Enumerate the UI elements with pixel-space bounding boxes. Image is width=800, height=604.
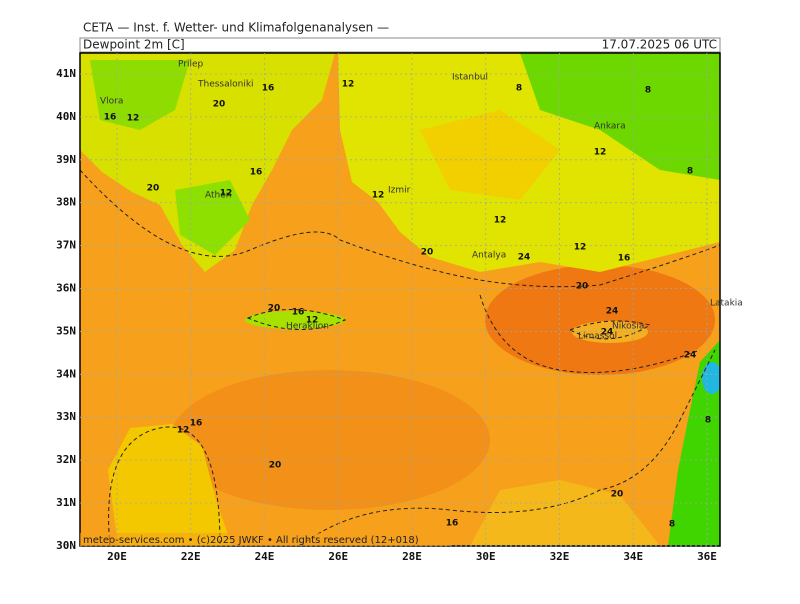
footer: meteo-services.com • (c)2025 JWKF • All … (83, 535, 419, 546)
contour-label: 24 (606, 307, 619, 317)
contour-label: 8 (645, 86, 651, 96)
place-label: Athen (205, 191, 231, 201)
nile-delta (470, 480, 660, 546)
contour-label: 20 (268, 304, 281, 314)
contour-label: 20 (269, 461, 282, 471)
lon-label: 34E (623, 550, 643, 563)
lon-label: 22E (181, 550, 201, 563)
contour-label: 16 (250, 168, 263, 178)
place-label: Limassol (578, 332, 617, 342)
contour-label: 16 (446, 519, 459, 529)
lat-label: 38N (56, 196, 76, 209)
contour-label: 12 (342, 80, 355, 90)
lat-label: 32N (56, 453, 76, 466)
place-label: Prilep (178, 60, 204, 70)
lon-label: 20E (107, 550, 127, 563)
lon-label: 36E (697, 550, 717, 563)
mid-region (170, 370, 490, 510)
map-area (79, 52, 721, 547)
contour-label: 12 (177, 426, 190, 436)
contour-label: 20 (421, 248, 434, 258)
place-label: Heraklion (286, 322, 329, 332)
lat-label: 37N (56, 239, 76, 252)
place-label: Latakia (710, 299, 743, 309)
dark-region (485, 265, 715, 375)
contour (80, 169, 720, 288)
contour-label: 8 (705, 416, 711, 426)
lon-label: 32E (550, 550, 570, 563)
lat-label: 40N (56, 110, 76, 123)
lake (702, 362, 720, 394)
contour-label: 24 (518, 253, 531, 263)
place-label: Thessaloniki (197, 80, 254, 90)
lat-label: 30N (56, 539, 76, 552)
contour (479, 294, 701, 373)
contour-label: 20 (611, 490, 624, 500)
contour (299, 349, 716, 546)
contour-label: 12 (306, 316, 319, 326)
lat-label: 39N (56, 153, 76, 166)
contour-label: 8 (516, 84, 522, 94)
contour-label: 8 (687, 167, 693, 177)
contour-label: 16 (292, 308, 305, 318)
header-box (79, 37, 721, 53)
lat-label: 35N (56, 324, 76, 337)
place-label: Nikosia (612, 322, 644, 332)
contour-label: 8 (669, 520, 675, 530)
crete (245, 311, 345, 329)
time-label: 17.07.2025 06 UTC (602, 38, 717, 52)
balkans-green (90, 60, 190, 130)
contour-label: 24 (601, 328, 614, 338)
cyrenaica (108, 424, 232, 546)
peloponnese (175, 180, 250, 255)
contour-label: 20 (576, 282, 589, 292)
contour-label: 12 (494, 216, 507, 226)
contour-label: 12 (594, 148, 607, 158)
contour-label: 12 (127, 114, 140, 124)
contour-label: 12 (372, 191, 385, 201)
contour-label: 12 (220, 189, 233, 199)
place-label: Vlora (100, 97, 123, 107)
contour-label: 12 (574, 243, 587, 253)
contour (108, 426, 221, 546)
contour-label: 20 (213, 100, 226, 110)
contour-label: 20 (147, 184, 160, 194)
place-label: Antalya (472, 251, 506, 261)
lon-label: 24E (255, 550, 275, 563)
lon-label: 28E (402, 550, 422, 563)
lat-label: 34N (56, 367, 76, 380)
lon-label: 30E (476, 550, 496, 563)
place-label: Istanbul (452, 73, 488, 83)
lon-label: 26E (328, 550, 348, 563)
anatolia-yellow (420, 110, 560, 200)
contour (568, 320, 652, 340)
lat-label: 41N (56, 67, 76, 80)
contour (246, 308, 347, 331)
lat-label: 33N (56, 410, 76, 423)
lat-label: 36N (56, 282, 76, 295)
footer-box (80, 533, 450, 546)
header-title: CETA — Inst. f. Wetter- und Klimafolgena… (83, 21, 389, 35)
contour-label: 16 (104, 113, 117, 123)
contour-label: 24 (684, 351, 697, 361)
contour-label: 16 (262, 84, 275, 94)
contour-label: 16 (618, 254, 631, 264)
contour-label: 16 (190, 419, 203, 429)
field-label: Dewpoint 2m [C] (83, 38, 185, 52)
lat-label: 31N (56, 496, 76, 509)
place-label: Izmir (388, 186, 411, 196)
place-label: Ankara (594, 122, 626, 132)
